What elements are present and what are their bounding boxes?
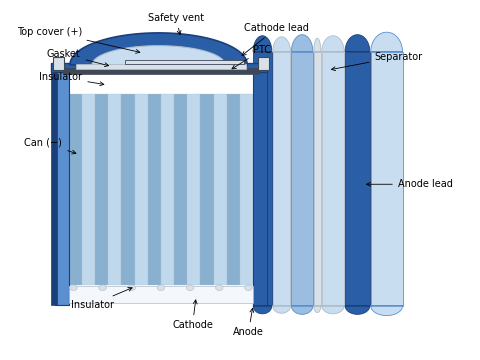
Bar (314, 52, 321, 306)
Bar (134, 94, 148, 285)
Bar (201, 94, 214, 285)
Bar (108, 94, 121, 285)
Text: Anode: Anode (233, 309, 264, 337)
Circle shape (70, 285, 77, 291)
Bar (161, 94, 174, 285)
Bar (63, 68, 259, 75)
Bar (51, 63, 267, 72)
Circle shape (128, 285, 135, 291)
Text: Gasket: Gasket (47, 49, 108, 67)
Circle shape (245, 285, 252, 291)
Text: Cathode: Cathode (172, 300, 213, 330)
Bar (273, 52, 290, 306)
Text: PTC: PTC (232, 45, 272, 69)
Text: Safety vent: Safety vent (148, 13, 204, 35)
Polygon shape (371, 32, 403, 52)
Bar (187, 94, 201, 285)
Bar (240, 94, 253, 285)
Bar (76, 64, 246, 69)
Text: Can (−): Can (−) (24, 138, 76, 154)
Circle shape (216, 285, 223, 291)
Bar (345, 52, 370, 306)
Bar (322, 52, 344, 306)
Bar (125, 60, 244, 64)
Circle shape (186, 285, 194, 291)
Bar (55, 70, 69, 305)
Bar (53, 57, 63, 70)
Polygon shape (273, 306, 290, 313)
Polygon shape (314, 306, 321, 312)
Polygon shape (253, 306, 272, 314)
Polygon shape (291, 306, 313, 314)
Bar (253, 70, 267, 305)
Polygon shape (314, 38, 321, 52)
Bar (148, 94, 161, 285)
Bar (371, 52, 403, 306)
Bar (69, 286, 253, 303)
Text: Cathode lead: Cathode lead (242, 23, 309, 55)
Bar (121, 94, 134, 285)
Text: Top cover (+): Top cover (+) (17, 27, 140, 53)
Polygon shape (322, 36, 344, 52)
Bar (258, 57, 268, 70)
Polygon shape (291, 35, 313, 52)
Polygon shape (345, 306, 370, 314)
Polygon shape (92, 46, 225, 65)
Bar (82, 94, 95, 285)
Bar (69, 94, 253, 285)
Circle shape (99, 285, 106, 291)
Polygon shape (322, 306, 344, 314)
Bar (174, 94, 187, 285)
Bar (214, 94, 227, 285)
Bar (291, 52, 313, 306)
Polygon shape (345, 35, 370, 52)
Bar (227, 94, 240, 285)
Circle shape (157, 285, 165, 291)
Text: Insulator: Insulator (71, 288, 132, 310)
Polygon shape (273, 37, 290, 52)
Polygon shape (253, 36, 272, 52)
Bar (69, 94, 82, 285)
Bar (51, 70, 57, 305)
Bar (253, 52, 272, 306)
Polygon shape (371, 306, 403, 316)
Text: Anode lead: Anode lead (367, 179, 453, 189)
Polygon shape (70, 33, 247, 65)
Bar (95, 94, 108, 285)
Text: Separator: Separator (332, 51, 422, 71)
Text: Insulator: Insulator (39, 72, 104, 86)
